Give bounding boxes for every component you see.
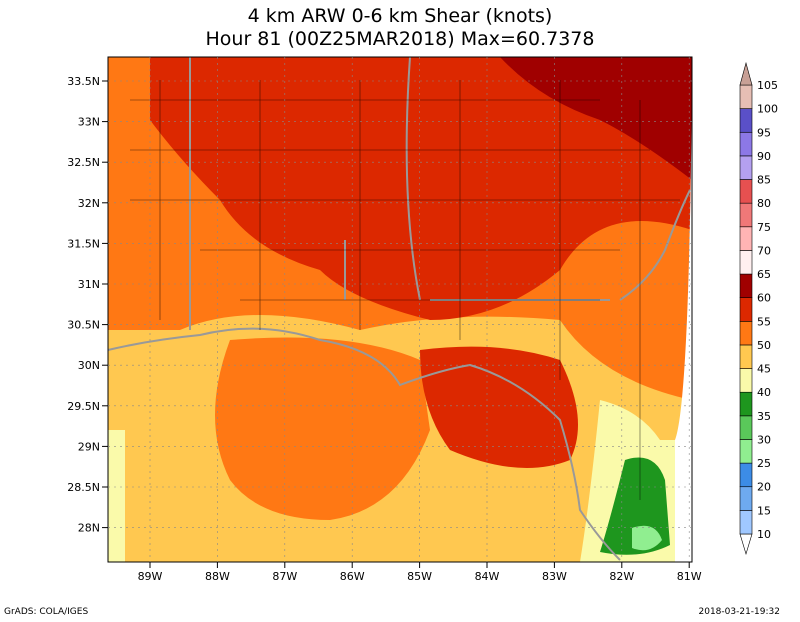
lat-label: 32.5N: [67, 156, 100, 169]
colorbar-segment: [739, 131, 753, 157]
colorbar-label: 50: [757, 339, 771, 352]
lat-label: 31N: [78, 278, 100, 291]
lon-label: 85W: [407, 570, 432, 583]
colorbar-segment: [739, 439, 753, 464]
lon-label: 81W: [677, 570, 702, 583]
colorbar-label: 80: [757, 197, 771, 210]
colorbar: 10 15 20 25 30 35 40 45 50 55 60 65 70 75 80 85 90 95 100 1…: [739, 61, 778, 556]
lat-axis: 33.5N 33N 32.5N 32N 31.5N 31N 30.5N 30N 29.5N 29N…: [67, 75, 692, 535]
footer-left: GrADS: COLA/IGES: [4, 607, 88, 617]
colorbar-segment: [739, 486, 753, 511]
colorbar-segment: [739, 179, 753, 204]
colorbar-label: 30: [757, 433, 771, 446]
colorbar-label: 20: [757, 481, 771, 494]
colorbar-segment: [739, 84, 753, 109]
colorbar-segment: [739, 462, 753, 488]
colorbar-segment: [739, 391, 753, 417]
colorbar-segment: [739, 344, 753, 369]
colorbar-label: 15: [757, 504, 771, 517]
lat-label: 32N: [78, 197, 100, 210]
lon-label: 86W: [340, 570, 365, 583]
colorbar-segment: [739, 202, 753, 228]
colorbar-segment: [739, 250, 753, 275]
colorbar-label: 25: [757, 457, 771, 470]
colorbar-segment: [739, 321, 753, 346]
lat-label: 29.5N: [67, 400, 100, 413]
lat-label: 28N: [78, 522, 100, 535]
lon-axis: 89W 88W 87W 86W 85W 84W 83W 82W 81W: [138, 57, 702, 583]
colorbar-segment: [739, 415, 753, 440]
title-line: Hour 81 (00Z25MAR2018) Max=60.7378: [206, 28, 595, 50]
lat-label: 33.5N: [67, 75, 100, 88]
colorbar-segment: [739, 108, 753, 133]
colorbar-segment: [739, 273, 753, 298]
lat-label: 33N: [78, 116, 100, 129]
title-line: 4 km ARW 0-6 km Shear (knots): [248, 5, 553, 27]
colorbar-label: 35: [757, 410, 771, 423]
colorbar-end: [739, 61, 753, 86]
colorbar-label: 90: [757, 150, 771, 163]
lon-label: 89W: [138, 570, 163, 583]
lat-label: 29N: [78, 440, 100, 453]
lon-label: 84W: [475, 570, 500, 583]
colorbar-segment: [739, 510, 753, 535]
colorbar-label: 55: [757, 315, 771, 328]
lat-label: 30.5N: [67, 319, 100, 332]
colorbar-label: 70: [757, 244, 771, 257]
colorbar-label: 60: [757, 292, 771, 305]
lon-label: 88W: [205, 570, 230, 583]
colorbar-label: 65: [757, 268, 771, 281]
colorbar-label: 40: [757, 386, 771, 399]
lat-label: 28.5N: [67, 481, 100, 494]
colorbar-label: 95: [757, 126, 771, 139]
colorbar-label: 10: [757, 528, 771, 541]
colorbar-label: 45: [757, 363, 771, 376]
lon-label: 82W: [609, 570, 634, 583]
map-frame: [107, 56, 693, 563]
colorbar-label: 100: [757, 103, 778, 116]
lat-label: 31.5N: [67, 237, 100, 250]
colorbar-label: 105: [757, 79, 778, 92]
colorbar-segment: [739, 368, 753, 393]
colorbar-end: [739, 533, 753, 556]
lon-label: 87W: [272, 570, 297, 583]
lat-label: 30N: [78, 359, 100, 372]
map-field: [107, 56, 692, 562]
lon-label: 83W: [542, 570, 567, 583]
footer-right: 2018-03-21-19:32: [699, 607, 781, 617]
colorbar-segment: [739, 226, 753, 251]
colorbar-segment: [739, 297, 753, 322]
colorbar-label: 85: [757, 174, 771, 187]
colorbar-label: 75: [757, 221, 771, 234]
colorbar-segment: [739, 155, 753, 180]
